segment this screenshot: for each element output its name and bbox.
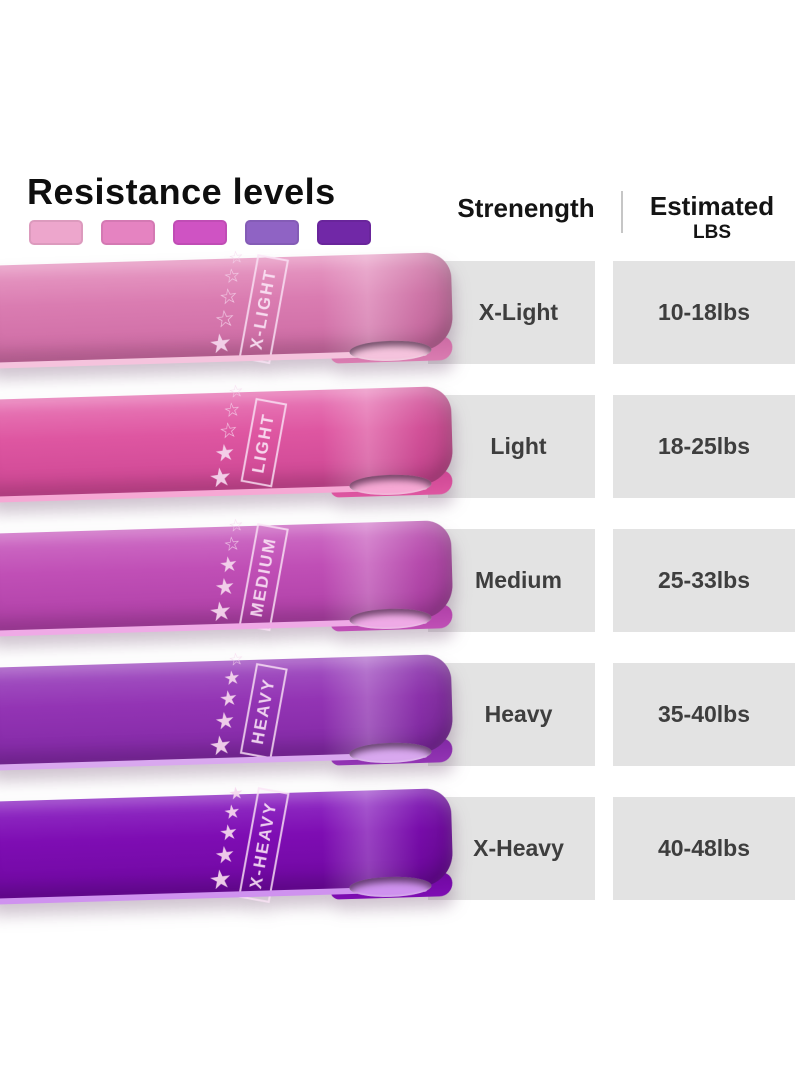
star-filled-icon: ★: [209, 708, 239, 734]
lbs-cell: 18-25lbs: [613, 395, 795, 498]
lbs-value: 10-18lbs: [657, 299, 751, 325]
strength-value: X-Heavy: [473, 835, 564, 861]
star-filled-icon: ★: [203, 597, 237, 626]
star-outline-icon: ☆: [224, 248, 247, 267]
band-label: HEAVY: [247, 676, 279, 746]
swatch-medium: [173, 220, 227, 245]
row-heavy: Heavy 35-40lbs: [0, 663, 800, 766]
star-outline-icon: ☆: [215, 285, 242, 309]
lbs-label: LBS: [693, 222, 731, 244]
strength-value: Medium: [475, 567, 562, 593]
swatch-heavy: [245, 220, 299, 245]
band-label: LIGHT: [248, 411, 279, 475]
star-outline-icon: ☆: [224, 382, 247, 401]
strength-cell: Light: [428, 395, 595, 498]
star-outline-icon: ☆: [215, 419, 242, 443]
row-x-heavy: X-Heavy 40-48lbs: [0, 797, 800, 900]
star-filled-icon: ★: [220, 801, 245, 823]
strength-cell: X-Light: [428, 261, 595, 364]
star-filled-icon: ★: [220, 667, 245, 689]
band-label: MEDIUM: [246, 535, 280, 619]
row-x-light: X-Light 10-18lbs: [0, 261, 800, 364]
swatch-x-light: [29, 220, 83, 245]
star-filled-icon: ★: [215, 553, 242, 577]
resistance-color-legend: [29, 220, 371, 245]
resistance-band-x-heavy: ★ ★ ★ ★ ★ X-HEAVY: [0, 784, 454, 905]
star-filled-icon: ★: [209, 842, 239, 868]
band-label-box: LIGHT: [240, 398, 288, 488]
resistance-band-heavy: ★ ★ ★ ★ ☆ HEAVY: [0, 650, 454, 771]
lbs-value: 40-48lbs: [657, 835, 751, 861]
strength-value: Light: [490, 433, 547, 459]
lbs-cell: 35-40lbs: [613, 663, 795, 766]
row-medium: Medium 25-33lbs: [0, 529, 800, 632]
star-outline-icon: ☆: [220, 533, 245, 555]
star-outline-icon: ☆: [224, 516, 247, 535]
lbs-cell: 25-33lbs: [613, 529, 795, 632]
estimated-column-header: Estimated LBS: [630, 191, 794, 244]
resistance-band-medium: ★ ★ ★ ☆ ☆ MEDIUM: [0, 516, 454, 637]
star-filled-icon: ★: [224, 784, 247, 803]
star-filled-icon: ★: [215, 687, 242, 711]
star-filled-icon: ★: [209, 574, 239, 600]
band-label: X-HEAVY: [246, 799, 281, 891]
band-label: X-LIGHT: [246, 266, 280, 352]
star-filled-icon: ★: [209, 440, 239, 466]
estimated-label: Estimated: [649, 191, 775, 221]
resistance-band-x-light: ★ ☆ ☆ ☆ ☆ X-LIGHT: [0, 248, 454, 369]
star-filled-icon: ★: [203, 731, 237, 760]
page-title: Resistance levels: [27, 171, 336, 212]
header-divider: [621, 191, 623, 233]
star-filled-icon: ★: [203, 329, 237, 358]
strength-value: Heavy: [484, 701, 553, 727]
strength-cell: Heavy: [428, 663, 595, 766]
swatch-light: [101, 220, 155, 245]
lbs-value: 25-33lbs: [657, 567, 751, 593]
star-filled-icon: ★: [215, 821, 242, 845]
lbs-cell: 10-18lbs: [613, 261, 795, 364]
band-label-box: HEAVY: [239, 663, 288, 759]
lbs-value: 18-25lbs: [657, 433, 751, 459]
strength-value: X-Light: [478, 299, 559, 325]
star-outline-icon: ☆: [220, 399, 245, 421]
star-outline-icon: ☆: [224, 650, 247, 669]
swatch-x-heavy: [317, 220, 371, 245]
strength-cell: Medium: [428, 529, 595, 632]
star-filled-icon: ★: [203, 865, 237, 894]
strength-column-header: Strenength: [457, 193, 595, 223]
star-outline-icon: ☆: [209, 306, 239, 332]
resistance-band-light: ★ ★ ☆ ☆ ☆ LIGHT: [0, 382, 454, 503]
star-outline-icon: ☆: [220, 265, 245, 287]
star-filled-icon: ★: [203, 463, 237, 492]
lbs-cell: 40-48lbs: [613, 797, 795, 900]
strength-cell: X-Heavy: [428, 797, 595, 900]
lbs-value: 35-40lbs: [657, 701, 751, 727]
row-light: Light 18-25lbs: [0, 395, 800, 498]
